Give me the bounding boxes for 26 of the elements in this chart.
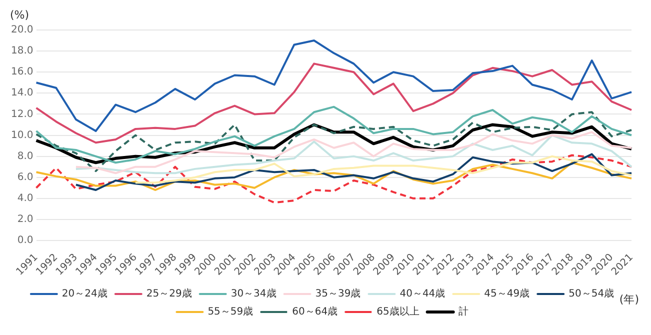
legend-label: 計 [458,306,468,318]
y-tick-label: 16.0 [11,66,34,78]
legend-label: 50～54歳 [568,288,614,300]
legend-label: 65歳以上 [376,306,420,318]
legend-label: 25～29歳 [146,288,192,300]
y-tick-label: 4.0 [17,193,34,204]
legend-label: 30～34歳 [230,288,276,300]
legend-label: 60～64歳 [292,306,338,318]
legend-label: 55～59歳 [208,306,254,318]
legend-label: 35～39歳 [315,288,361,300]
y-axis-title: (%) [10,8,30,22]
y-tick-label: 6.0 [17,172,34,183]
y-tick-label: 2.0 [17,214,34,226]
x-axis-title: (年) [619,292,639,306]
line-series [35,111,633,172]
y-tick-label: 18.0 [11,46,34,57]
line-series [35,154,633,204]
y-tick-label: 20.0 [11,24,34,36]
y-tick-label: 0.0 [17,235,34,246]
y-tick-label: 14.0 [11,88,34,99]
y-tick-label: 10.0 [11,130,34,141]
y-tick-label: 12.0 [11,108,34,120]
legend-label: 20～24歳 [62,288,108,300]
legend-label: 40～44歳 [400,288,446,300]
y-tick-label: 8.0 [17,150,34,162]
legend-label: 45～49歳 [484,288,530,300]
